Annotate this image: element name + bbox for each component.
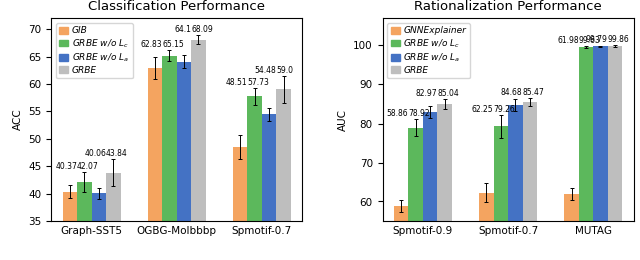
Bar xyxy=(437,104,452,260)
Title: Rationalization Performance: Rationalization Performance xyxy=(414,0,602,13)
Text: 64.1: 64.1 xyxy=(174,25,191,34)
Bar xyxy=(408,128,423,260)
Text: 57.73: 57.73 xyxy=(248,78,269,87)
Text: 40.06: 40.06 xyxy=(84,149,106,158)
Text: 61.98: 61.98 xyxy=(557,36,579,45)
Text: 99.63: 99.63 xyxy=(579,36,600,45)
Text: 40.37: 40.37 xyxy=(55,162,77,171)
Bar xyxy=(423,112,437,260)
Text: 42.07: 42.07 xyxy=(77,162,99,171)
Bar xyxy=(163,56,177,260)
Bar xyxy=(508,105,522,260)
Bar xyxy=(608,46,622,260)
Bar xyxy=(579,47,593,260)
Text: 43.84: 43.84 xyxy=(106,149,128,158)
Bar xyxy=(593,46,608,260)
Bar xyxy=(233,147,248,260)
Title: Classification Performance: Classification Performance xyxy=(88,0,265,13)
Text: 99.79: 99.79 xyxy=(586,35,608,44)
Bar xyxy=(493,126,508,260)
Bar xyxy=(148,68,163,260)
Text: 62.25: 62.25 xyxy=(472,105,493,114)
Bar xyxy=(177,62,191,260)
Text: 82.97: 82.97 xyxy=(416,89,437,98)
Legend: GIB, GRBE w/o $L_c$, GRBE w/o $L_a$, GRBE: GIB, GRBE w/o $L_c$, GRBE w/o $L_a$, GRB… xyxy=(56,23,132,78)
Bar xyxy=(479,193,493,260)
Text: 79.26: 79.26 xyxy=(493,105,515,114)
Text: 58.86: 58.86 xyxy=(387,109,408,118)
Text: 85.04: 85.04 xyxy=(437,89,459,98)
Text: 99.86: 99.86 xyxy=(608,35,630,44)
Text: 62.83: 62.83 xyxy=(141,40,163,49)
Y-axis label: AUC: AUC xyxy=(338,109,348,131)
Text: 59.0: 59.0 xyxy=(276,66,293,75)
Text: 48.51: 48.51 xyxy=(226,78,248,87)
Bar xyxy=(77,182,92,260)
Bar xyxy=(92,193,106,260)
Bar xyxy=(248,96,262,260)
Bar xyxy=(191,40,205,260)
Text: 78.92: 78.92 xyxy=(408,109,430,118)
Text: 54.48: 54.48 xyxy=(255,66,276,75)
Text: 84.68: 84.68 xyxy=(501,88,522,98)
Bar xyxy=(63,192,77,260)
Bar xyxy=(394,206,408,260)
Legend: GNNExplainer, GRBE w/o $L_c$, GRBE w/o $L_a$, GRBE: GNNExplainer, GRBE w/o $L_c$, GRBE w/o $… xyxy=(387,23,470,78)
Bar xyxy=(522,102,537,260)
Y-axis label: ACC: ACC xyxy=(13,109,22,131)
Text: 85.47: 85.47 xyxy=(522,88,544,98)
Text: 65.15: 65.15 xyxy=(163,40,184,49)
Text: 68.09: 68.09 xyxy=(191,25,213,34)
Bar xyxy=(106,173,120,260)
Bar xyxy=(262,114,276,260)
Bar xyxy=(276,89,291,260)
Bar xyxy=(564,194,579,260)
